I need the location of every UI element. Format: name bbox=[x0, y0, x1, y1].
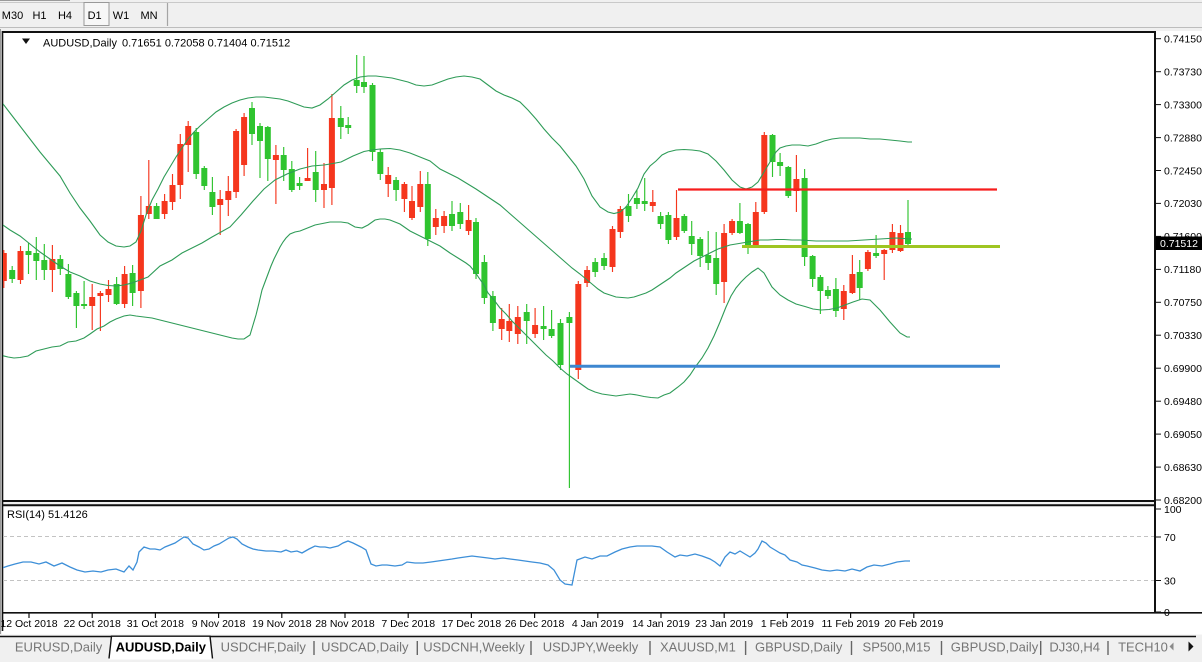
svg-text:100: 100 bbox=[1164, 504, 1182, 516]
svg-text:31 Oct 2018: 31 Oct 2018 bbox=[127, 618, 184, 630]
svg-text:USDCAD,Daily: USDCAD,Daily bbox=[321, 640, 409, 655]
svg-text:1 Feb 2019: 1 Feb 2019 bbox=[761, 618, 814, 630]
svg-text:14 Jan 2019: 14 Jan 2019 bbox=[632, 618, 690, 630]
svg-text:SP500,M15: SP500,M15 bbox=[863, 640, 931, 655]
svg-text:0.70330: 0.70330 bbox=[1164, 330, 1202, 342]
svg-text:28 Nov 2018: 28 Nov 2018 bbox=[315, 618, 375, 630]
svg-text:0.68630: 0.68630 bbox=[1164, 462, 1202, 474]
svg-text:AUDUSD,Daily: AUDUSD,Daily bbox=[116, 640, 207, 655]
svg-text:0.68200: 0.68200 bbox=[1164, 495, 1202, 507]
svg-text:0.71651 0.72058 0.71404 0.7151: 0.71651 0.72058 0.71404 0.71512 bbox=[122, 38, 290, 50]
svg-text:GBPUSD,Daily: GBPUSD,Daily bbox=[755, 640, 843, 655]
svg-text:12 Oct 2018: 12 Oct 2018 bbox=[0, 618, 57, 630]
svg-text:USDCNH,Weekly: USDCNH,Weekly bbox=[423, 640, 525, 655]
svg-text:0.69050: 0.69050 bbox=[1164, 429, 1202, 441]
svg-text:0.69480: 0.69480 bbox=[1164, 396, 1202, 408]
svg-text:0.69900: 0.69900 bbox=[1164, 363, 1202, 375]
svg-text:MN: MN bbox=[140, 10, 157, 22]
svg-text:4 Jan 2019: 4 Jan 2019 bbox=[572, 618, 624, 630]
svg-text:22 Oct 2018: 22 Oct 2018 bbox=[64, 618, 121, 630]
svg-text:W1: W1 bbox=[113, 10, 130, 22]
svg-text:EURUSD,Daily: EURUSD,Daily bbox=[15, 640, 103, 655]
svg-text:0.71180: 0.71180 bbox=[1164, 264, 1201, 276]
svg-text:9 Nov 2018: 9 Nov 2018 bbox=[192, 618, 246, 630]
svg-text:H1: H1 bbox=[32, 10, 46, 22]
svg-text:0.72880: 0.72880 bbox=[1164, 132, 1202, 144]
svg-text:0.71512: 0.71512 bbox=[1160, 238, 1198, 250]
svg-text:0.74150: 0.74150 bbox=[1164, 34, 1202, 46]
svg-text:30: 30 bbox=[1164, 575, 1176, 587]
svg-text:USDJPY,Weekly: USDJPY,Weekly bbox=[543, 640, 639, 655]
svg-text:DJ30,H4: DJ30,H4 bbox=[1049, 640, 1100, 655]
svg-text:0.70750: 0.70750 bbox=[1164, 297, 1202, 309]
svg-text:0: 0 bbox=[1164, 607, 1170, 619]
svg-text:0.72030: 0.72030 bbox=[1164, 198, 1202, 210]
svg-text:19 Nov 2018: 19 Nov 2018 bbox=[252, 618, 312, 630]
svg-text:XAUUSD,M1: XAUUSD,M1 bbox=[660, 640, 736, 655]
svg-text:M30: M30 bbox=[2, 10, 23, 22]
svg-text:H4: H4 bbox=[58, 10, 72, 22]
svg-text:11 Feb 2019: 11 Feb 2019 bbox=[822, 618, 880, 630]
svg-text:23 Jan 2019: 23 Jan 2019 bbox=[695, 618, 753, 630]
svg-text:AUDUSD,Daily: AUDUSD,Daily bbox=[43, 38, 117, 50]
svg-text:0.73730: 0.73730 bbox=[1164, 67, 1202, 79]
svg-text:TECH10: TECH10 bbox=[1118, 640, 1168, 655]
svg-text:70: 70 bbox=[1164, 532, 1176, 544]
svg-text:USDCHF,Daily: USDCHF,Daily bbox=[221, 640, 307, 655]
svg-text:0.73300: 0.73300 bbox=[1164, 99, 1202, 111]
svg-text:17 Dec 2018: 17 Dec 2018 bbox=[442, 618, 502, 630]
svg-text:GBPUSD,Daily: GBPUSD,Daily bbox=[951, 640, 1039, 655]
svg-text:7 Dec 2018: 7 Dec 2018 bbox=[381, 618, 435, 630]
svg-text:D1: D1 bbox=[88, 10, 102, 22]
svg-text:0.72450: 0.72450 bbox=[1164, 165, 1202, 177]
svg-text:26 Dec 2018: 26 Dec 2018 bbox=[505, 618, 565, 630]
svg-text:20 Feb 2019: 20 Feb 2019 bbox=[884, 618, 943, 630]
svg-text:RSI(14) 51.4126: RSI(14) 51.4126 bbox=[7, 509, 88, 521]
